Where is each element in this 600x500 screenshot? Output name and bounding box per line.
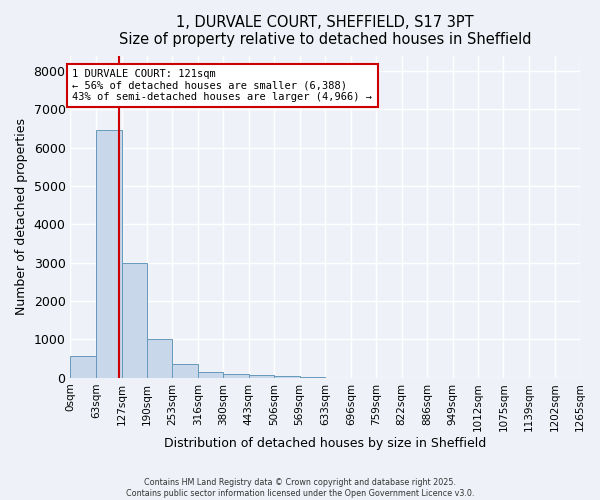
Bar xyxy=(274,376,299,378)
Bar xyxy=(172,364,198,378)
Bar xyxy=(70,356,96,378)
Y-axis label: Number of detached properties: Number of detached properties xyxy=(15,118,28,315)
X-axis label: Distribution of detached houses by size in Sheffield: Distribution of detached houses by size … xyxy=(164,437,487,450)
Bar xyxy=(223,374,249,378)
Bar xyxy=(96,130,122,378)
Bar xyxy=(198,372,223,378)
Text: 1 DURVALE COURT: 121sqm
← 56% of detached houses are smaller (6,388)
43% of semi: 1 DURVALE COURT: 121sqm ← 56% of detache… xyxy=(73,69,373,102)
Bar xyxy=(122,264,147,378)
Bar xyxy=(249,375,274,378)
Text: Contains HM Land Registry data © Crown copyright and database right 2025.
Contai: Contains HM Land Registry data © Crown c… xyxy=(126,478,474,498)
Bar xyxy=(147,340,172,378)
Title: 1, DURVALE COURT, SHEFFIELD, S17 3PT
Size of property relative to detached house: 1, DURVALE COURT, SHEFFIELD, S17 3PT Siz… xyxy=(119,15,532,48)
